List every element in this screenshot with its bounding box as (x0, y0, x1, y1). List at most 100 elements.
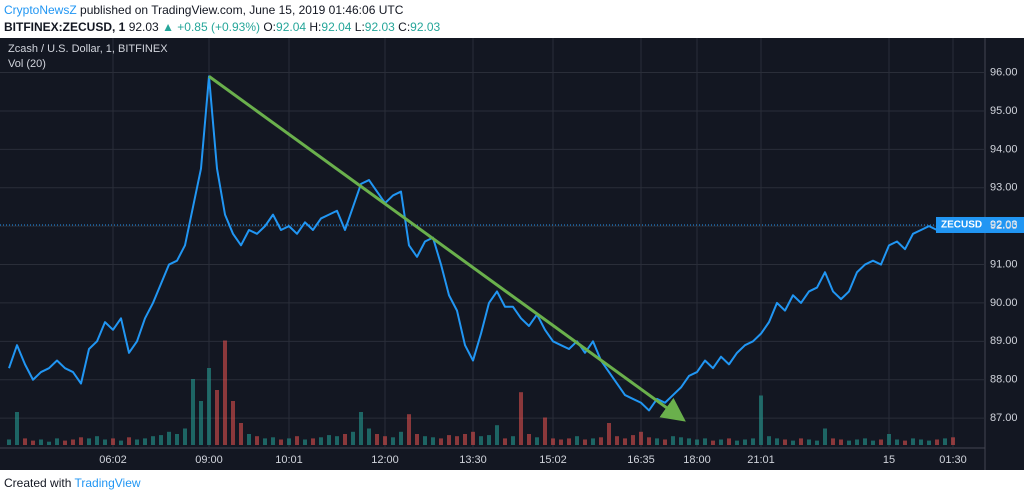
volume-bar (311, 438, 315, 445)
volume-bar (223, 340, 227, 445)
volume-bar (79, 437, 83, 445)
volume-bar (119, 440, 123, 445)
x-tick-label: 12:00 (371, 454, 399, 466)
volume-bar (519, 392, 523, 445)
volume-bar (447, 435, 451, 445)
volume-bar (735, 440, 739, 445)
volume-bar (687, 438, 691, 445)
y-tick-label: 91.00 (990, 258, 1018, 270)
l-label: L: (354, 20, 365, 34)
volume-bar (919, 439, 923, 445)
last-price-tag-bg (936, 216, 1024, 233)
volume-bar (295, 436, 299, 445)
x-tick-label: 15:02 (539, 454, 567, 466)
volume-bar (575, 436, 579, 445)
volume-bar (863, 438, 867, 445)
y-tick-label: 93.00 (990, 182, 1018, 194)
chart-subtitle: Vol (20) (8, 58, 46, 70)
volume-bar (535, 437, 539, 445)
volume-bar (743, 439, 747, 445)
volume-bar (167, 431, 171, 445)
volume-bar (927, 440, 931, 445)
volume-bar (39, 439, 43, 445)
volume-bar (935, 439, 939, 445)
x-tick-label: 21:01 (747, 454, 775, 466)
volume-bar (511, 436, 515, 445)
chart-title: Zcash / U.S. Dollar, 1, BITFINEX (8, 43, 168, 55)
volume-bar (439, 438, 443, 445)
x-tick-label: 18:00 (683, 454, 711, 466)
volume-bar (191, 379, 195, 445)
x-tick-label: 13:30 (459, 454, 487, 466)
volume-bar (399, 431, 403, 445)
author[interactable]: CryptoNewsZ (4, 3, 77, 17)
volume-bar (175, 434, 179, 445)
h-label: H: (309, 20, 322, 34)
o-label: O: (263, 20, 277, 34)
volume-bar (759, 395, 763, 445)
volume-bar (87, 438, 91, 445)
volume-bar (303, 439, 307, 445)
volume-bar (495, 425, 499, 445)
brand[interactable]: TradingView (74, 476, 141, 490)
volume-bar (431, 437, 435, 445)
y-tick-label: 87.00 (990, 412, 1018, 424)
volume-bar (159, 435, 163, 445)
volume-bar (903, 440, 907, 445)
volume-bar (471, 431, 475, 445)
volume-bar (103, 439, 107, 445)
volume-bar (127, 437, 131, 445)
volume-bar (143, 438, 147, 445)
volume-bar (567, 438, 571, 445)
volume-bar (375, 434, 379, 445)
volume-bar (775, 438, 779, 445)
volume-bar (47, 441, 51, 445)
volume-bar (951, 437, 955, 445)
volume-bar (679, 437, 683, 445)
volume-bar (879, 439, 883, 445)
created: Created with (4, 476, 72, 490)
chart-background (0, 38, 1024, 470)
volume-bar (887, 434, 891, 445)
volume-bar (943, 438, 947, 445)
volume-bar (727, 438, 731, 445)
volume-bar (31, 440, 35, 445)
volume-bar (215, 390, 219, 445)
volume-bar (319, 437, 323, 445)
volume-bar (151, 436, 155, 445)
volume-bar (287, 438, 291, 445)
y-tick-label: 95.00 (990, 105, 1018, 117)
volume-bar (479, 436, 483, 445)
volume-bar (895, 439, 899, 445)
volume-bar (279, 439, 283, 445)
x-tick-label: 09:00 (195, 454, 223, 466)
volume-bar (23, 438, 27, 445)
x-tick-label: 15 (883, 454, 895, 466)
y-tick-label: 92.00 (990, 220, 1018, 232)
volume-bar (135, 439, 139, 445)
volume-bar (391, 437, 395, 445)
o: 92.04 (276, 20, 307, 34)
header-line-2: BITFINEX:ZECUSD, 1 92.03 ▲ +0.85 (+0.93%… (4, 19, 440, 36)
header: CryptoNewsZ published on TradingView.com… (4, 2, 440, 36)
volume-bar (855, 439, 859, 445)
y-tick-label: 94.00 (990, 143, 1018, 155)
last-price-name: ZECUSD (941, 220, 982, 231)
volume-bar (343, 434, 347, 445)
volume-bar (559, 439, 563, 445)
volume-bar (271, 437, 275, 445)
volume-bar (711, 440, 715, 445)
volume-bar (607, 423, 611, 445)
volume-bar (815, 440, 819, 445)
volume-bar (751, 438, 755, 445)
volume-bar (767, 436, 771, 445)
volume-bar (351, 431, 355, 445)
volume-bar (71, 439, 75, 445)
volume-bar (671, 436, 675, 445)
volume-bar (663, 439, 667, 445)
volume-bar (655, 438, 659, 445)
header-line-1: CryptoNewsZ published on TradingView.com… (4, 2, 440, 19)
published: published on TradingView.com, June 15, 2… (80, 3, 404, 17)
volume-bar (871, 440, 875, 445)
